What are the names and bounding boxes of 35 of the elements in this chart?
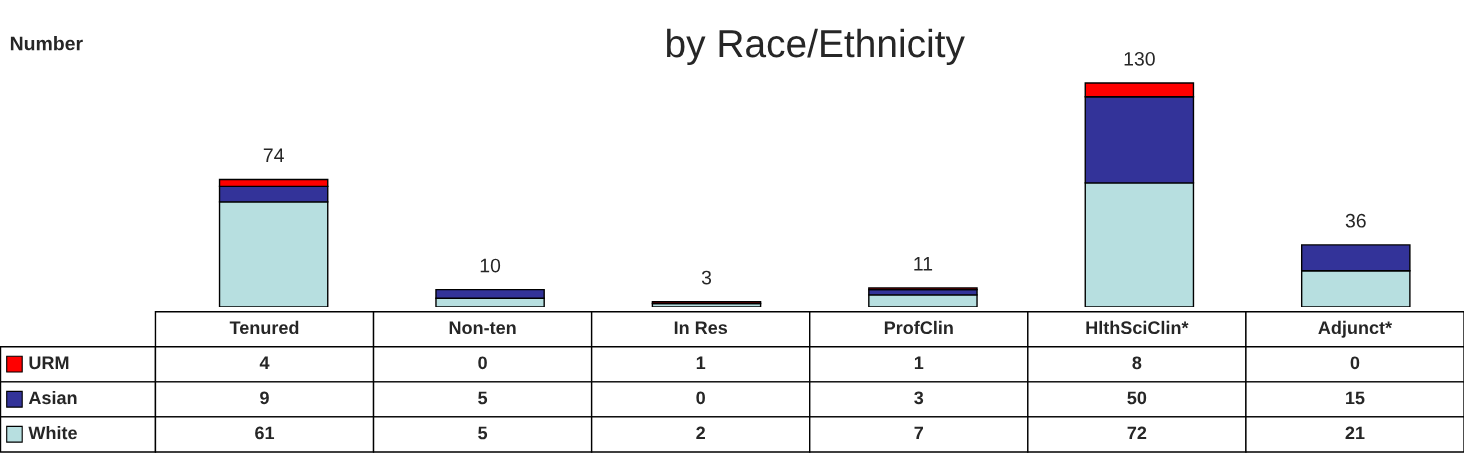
legend-label: Asian <box>28 390 77 405</box>
data-label: 0 <box>478 356 487 370</box>
legend-label: White <box>28 426 77 440</box>
data-label: 61 <box>255 426 275 440</box>
x-tick-label: In Res <box>674 321 728 335</box>
data-label: 2 <box>696 426 705 440</box>
x-tick-label: Non-ten <box>449 321 516 335</box>
x-tick-label: Tenured <box>229 320 299 335</box>
total-label: 11 <box>914 257 933 271</box>
data-label: 0 <box>1350 356 1360 370</box>
x-tick-label: HlthSciClin* <box>1086 320 1189 335</box>
y-axis-title: Number <box>10 36 83 51</box>
data-label: 3 <box>914 391 924 405</box>
total-label: 130 <box>1124 51 1155 66</box>
data-label: 1 <box>696 356 706 369</box>
data-label: 1 <box>914 356 924 369</box>
data-label: 8 <box>1132 356 1142 370</box>
legend-label: URM <box>29 356 69 370</box>
data-label: 7 <box>914 426 923 440</box>
x-tick-label: Adjunct* <box>1318 320 1393 338</box>
data-label: 4 <box>259 356 270 369</box>
total-label: 10 <box>480 258 501 273</box>
data-label: 72 <box>1127 426 1147 440</box>
data-label: 21 <box>1345 426 1365 440</box>
total-label: 36 <box>1345 213 1366 228</box>
total-label: 3 <box>701 270 712 285</box>
data-label: 50 <box>1127 391 1147 405</box>
data-label: 15 <box>1346 391 1365 405</box>
data-label: 5 <box>478 391 488 405</box>
data-label: 9 <box>260 391 269 405</box>
data-label: 5 <box>478 426 488 440</box>
x-tick-label: ProfClin <box>884 320 953 335</box>
chart-title: by Race/Ethnicity <box>667 28 965 66</box>
total-label: 74 <box>263 148 284 162</box>
data-label: 0 <box>696 391 705 405</box>
